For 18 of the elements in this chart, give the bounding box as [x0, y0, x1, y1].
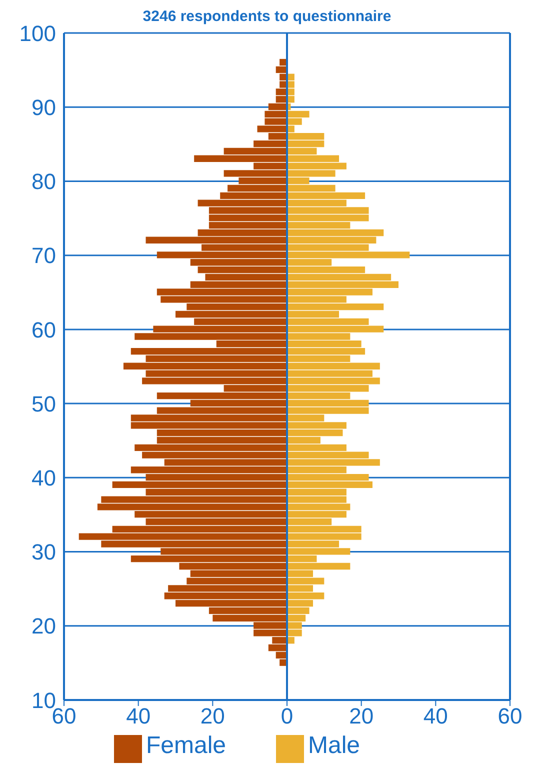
- legend-label: Female: [146, 732, 226, 759]
- y-tick-label: 80: [32, 169, 56, 194]
- y-tick-label: 50: [32, 391, 56, 416]
- x-tick-label: 20: [349, 704, 374, 729]
- x-tick-label: 40: [423, 704, 448, 729]
- x-tick-label: 60: [498, 704, 522, 729]
- x-tick-label: 20: [200, 704, 225, 729]
- y-tick-label: 40: [32, 465, 56, 490]
- x-tick-label: 0: [280, 704, 294, 729]
- chart-title: 3246 respondents to questionnaire: [142, 8, 392, 25]
- y-tick-label: 70: [32, 243, 56, 268]
- y-tick-label: 60: [32, 317, 56, 342]
- x-tick-label: 40: [126, 704, 151, 729]
- y-tick-label: 30: [32, 540, 56, 565]
- legend-label: Male: [308, 732, 360, 759]
- y-tick-label: 20: [32, 614, 56, 639]
- y-tick-label: 100: [19, 20, 56, 46]
- y-tick-label: 90: [32, 94, 56, 120]
